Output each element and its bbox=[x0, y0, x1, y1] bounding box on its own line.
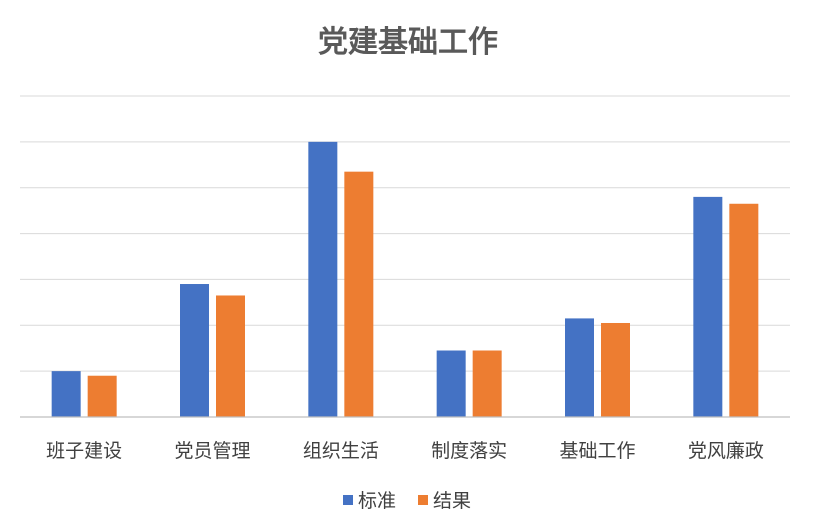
gridlines bbox=[20, 95, 790, 372]
x-tick-label: 党员管理 bbox=[174, 440, 250, 462]
bar-结果-班子建设 bbox=[87, 375, 117, 417]
bar-结果-基础工作 bbox=[601, 322, 630, 417]
bar-标准-组织生活 bbox=[308, 141, 338, 417]
bar-结果-组织生活 bbox=[344, 171, 374, 417]
bar-标准-基础工作 bbox=[565, 318, 594, 417]
x-tick-label: 基础工作 bbox=[559, 440, 635, 462]
legend-swatch-标准 bbox=[343, 495, 353, 505]
bars bbox=[51, 141, 759, 417]
bar-标准-制度落实 bbox=[436, 350, 466, 417]
legend-label-标准: 标准 bbox=[358, 490, 396, 512]
bar-标准-党风廉政 bbox=[693, 196, 723, 417]
x-tick-label: 组织生活 bbox=[303, 440, 379, 462]
legend-label-结果: 结果 bbox=[433, 490, 471, 512]
x-tick-label: 班子建设 bbox=[46, 440, 122, 462]
bar-结果-党员管理 bbox=[216, 295, 245, 417]
legend-swatch-结果 bbox=[418, 495, 428, 505]
bar-结果-制度落实 bbox=[472, 350, 502, 417]
bar-结果-党风廉政 bbox=[729, 203, 759, 417]
x-tick-label: 党风廉政 bbox=[688, 440, 764, 462]
bar-标准-班子建设 bbox=[51, 371, 81, 417]
x-tick-label: 制度落实 bbox=[431, 440, 507, 462]
x-tick-labels: 班子建设 党员管理 组织生活 制度落实 基础工作 党风廉政 bbox=[46, 440, 764, 462]
legend: 标准 结果 bbox=[343, 490, 471, 512]
chart-title: 党建基础工作 bbox=[318, 25, 498, 60]
bar-标准-党员管理 bbox=[180, 284, 209, 417]
